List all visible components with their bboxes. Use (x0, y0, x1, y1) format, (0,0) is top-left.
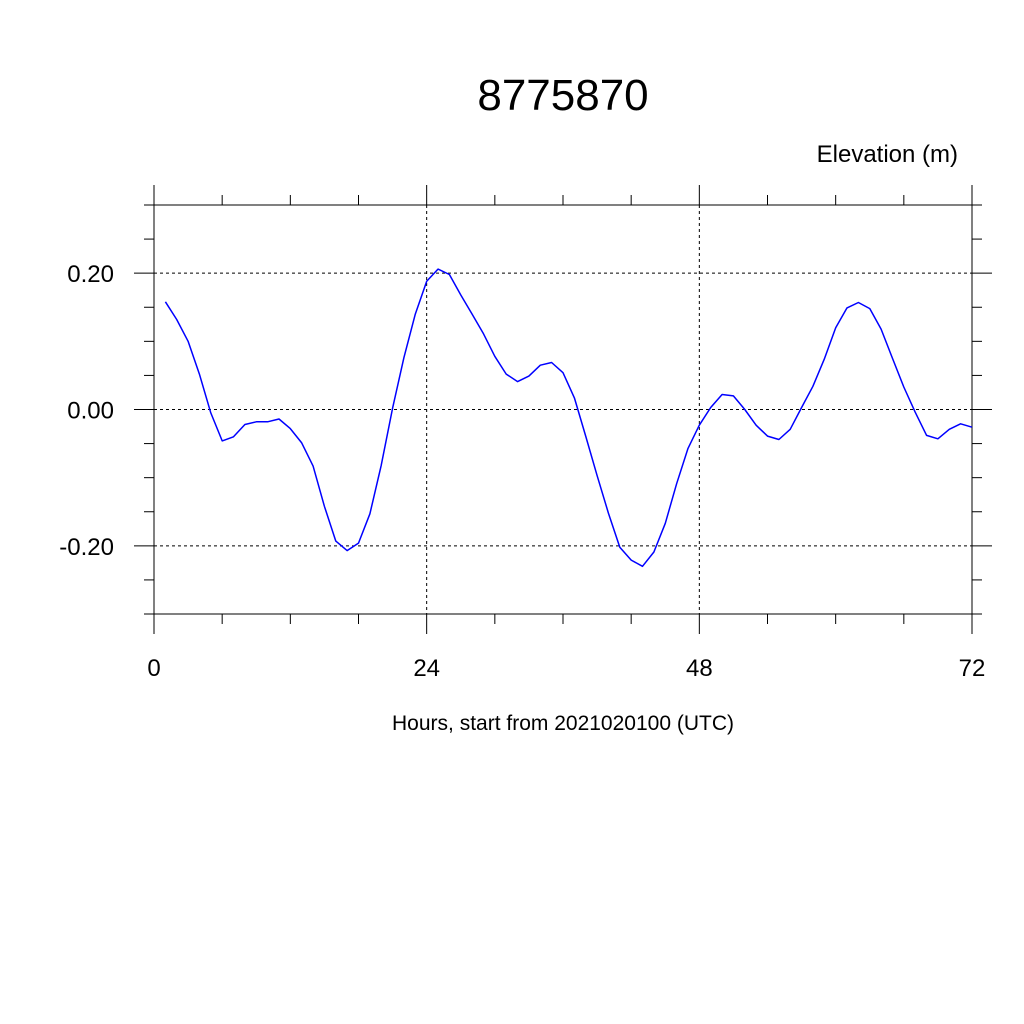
chart-title: 8775870 (477, 71, 648, 120)
x-tick-label: 72 (959, 655, 986, 682)
x-tick-label: 0 (147, 655, 160, 682)
tick-labels: 0 24 48 72 -0.20 0.00 0.20 (59, 261, 985, 682)
series-line (164, 268, 973, 568)
y-tick-label: -0.20 (59, 534, 114, 561)
series-group (164, 268, 973, 568)
x-tick-label: 24 (413, 655, 440, 682)
x-tick-label: 48 (686, 655, 713, 682)
grid (153, 205, 973, 614)
x-axis-label: Hours, start from 2021020100 (UTC) (392, 712, 734, 735)
y-tick-label: 0.20 (67, 261, 114, 288)
plot-frame (153, 204, 973, 615)
units-label: Elevation (m) (817, 141, 958, 168)
tick-marks (134, 185, 992, 634)
y-tick-label: 0.00 (67, 398, 114, 425)
